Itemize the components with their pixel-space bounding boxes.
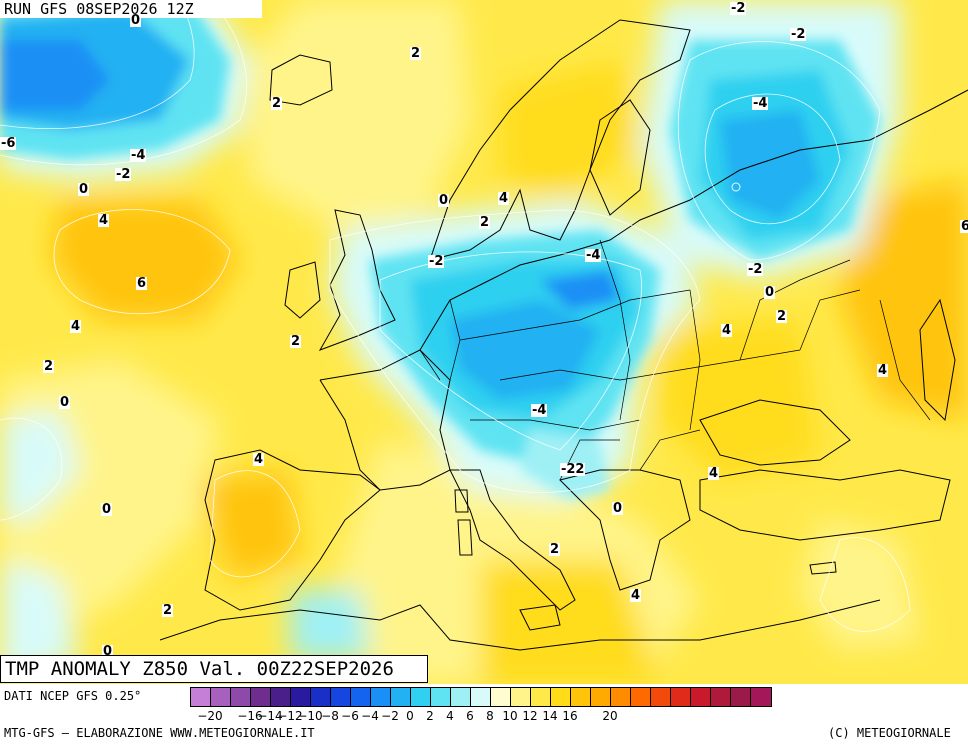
legend-swatch: [571, 688, 591, 706]
legend-tick-label: −16: [237, 709, 263, 723]
contour-label: 4: [498, 191, 510, 206]
contour-label: 0: [102, 644, 114, 659]
legend-swatch: [271, 688, 291, 706]
contour-label: 2: [410, 46, 422, 61]
legend-swatch: [511, 688, 531, 706]
contour-label: -2: [790, 27, 807, 42]
legend-swatch: [331, 688, 351, 706]
legend-tick-label: 0: [406, 709, 414, 723]
legend-swatch: [291, 688, 311, 706]
legend-swatch: [311, 688, 331, 706]
legend-tick-label: −12: [277, 709, 303, 723]
contour-label: 4: [708, 466, 720, 481]
color-legend: [190, 687, 772, 707]
contour-label: 2: [290, 334, 302, 349]
legend-tick-label: 4: [446, 709, 454, 723]
credit-right: (C) METEOGIORNALE: [828, 726, 951, 740]
legend-swatch: [731, 688, 751, 706]
map-title: TMP ANOMALY Z850 Val. 00Z22SEP2026: [0, 655, 428, 683]
contour-label: -6: [0, 136, 17, 151]
legend-swatch: [371, 688, 391, 706]
legend-swatch: [351, 688, 371, 706]
legend-swatch: [391, 688, 411, 706]
legend-swatch: [611, 688, 631, 706]
legend-swatch: [451, 688, 471, 706]
legend-tick-label: 8: [486, 709, 494, 723]
legend-swatch: [411, 688, 431, 706]
contour-label: 4: [98, 213, 110, 228]
legend-tick-label: 12: [522, 709, 538, 723]
contour-label: 4: [70, 319, 82, 334]
anomaly-map: RUN GFS 08SEP2026 12Z 0 -2 2 2 -6 -4 -2 …: [0, 0, 968, 684]
meteogiornale-logo: [731, 182, 741, 192]
contour-label: -2: [115, 167, 132, 182]
contour-label: 2: [479, 215, 491, 230]
contour-label: 4: [253, 452, 265, 467]
legend-tick-label: −20: [197, 709, 223, 723]
contour-label: -4: [752, 96, 769, 111]
legend-tick-label: −6: [341, 709, 359, 723]
contour-label: 0: [130, 13, 142, 28]
contour-label: 0: [612, 501, 624, 516]
contour-label: 0: [101, 502, 113, 517]
contour-label: -4: [531, 403, 548, 418]
legend-tick-label: −8: [321, 709, 339, 723]
contour-label: -2: [747, 262, 764, 277]
anomaly-field-cold-core: [0, 0, 880, 500]
legend-swatch: [191, 688, 211, 706]
legend-swatch: [751, 688, 771, 706]
legend-tick-label: −10: [297, 709, 323, 723]
legend-tick-label: 6: [466, 709, 474, 723]
contour-label: 0: [764, 285, 776, 300]
legend-swatch: [691, 688, 711, 706]
legend-tick-label: 2: [426, 709, 434, 723]
contour-label: -2: [730, 1, 747, 16]
legend-swatch: [651, 688, 671, 706]
contour-label: 4: [721, 323, 733, 338]
borders: [419, 239, 931, 481]
legend-swatch: [531, 688, 551, 706]
contour-label: 2: [271, 96, 283, 111]
coastlines: [159, 19, 968, 651]
legend-swatch: [471, 688, 491, 706]
legend-swatch: [591, 688, 611, 706]
contour-label: 6: [136, 276, 148, 291]
legend-swatch: [211, 688, 231, 706]
legend-swatch: [711, 688, 731, 706]
contour-label: -4: [130, 148, 147, 163]
contour-label: 6: [960, 220, 968, 233]
legend-tick-label: 10: [502, 709, 518, 723]
contour-label: 2: [162, 603, 174, 618]
legend-tick-label: 16: [562, 709, 578, 723]
legend-tick-label: −4: [361, 709, 379, 723]
isotherm-lines: [0, 0, 911, 632]
contour-label: 4: [877, 363, 889, 378]
contour-label: 2: [43, 359, 55, 374]
legend-swatch: [491, 688, 511, 706]
legend-swatch: [551, 688, 571, 706]
legend-tick-label: 20: [602, 709, 618, 723]
legend-swatch: [431, 688, 451, 706]
legend-tick-label: −2: [381, 709, 399, 723]
data-source: DATI NCEP GFS 0.25°: [4, 689, 142, 703]
legend-swatch: [231, 688, 251, 706]
contour-label: 4: [630, 588, 642, 603]
run-label: RUN GFS 08SEP2026 12Z: [0, 0, 262, 18]
contour-label: 0: [59, 395, 71, 410]
legend-tick-label: 14: [542, 709, 558, 723]
legend-swatch: [671, 688, 691, 706]
contour-label: 2: [776, 309, 788, 324]
legend-ticks: −20 −16 −14 −12 −10 −8 −6 −4 −2 0 2 4 6 8 10 12 14 16 20: [190, 709, 968, 723]
contour-label: 2: [549, 542, 561, 557]
legend-swatch: [251, 688, 271, 706]
contour-label: -2: [560, 462, 577, 477]
contour-label: 0: [78, 182, 90, 197]
contour-label: -4: [585, 248, 602, 263]
contour-label: -2: [428, 254, 445, 269]
map-canvas: [0, 0, 968, 684]
contour-label: 0: [438, 193, 450, 208]
credit-left: MTG-GFS — ELABORAZIONE WWW.METEOGIORNALE…: [4, 726, 315, 740]
legend-swatch: [631, 688, 651, 706]
legend-tick-label: −14: [257, 709, 283, 723]
